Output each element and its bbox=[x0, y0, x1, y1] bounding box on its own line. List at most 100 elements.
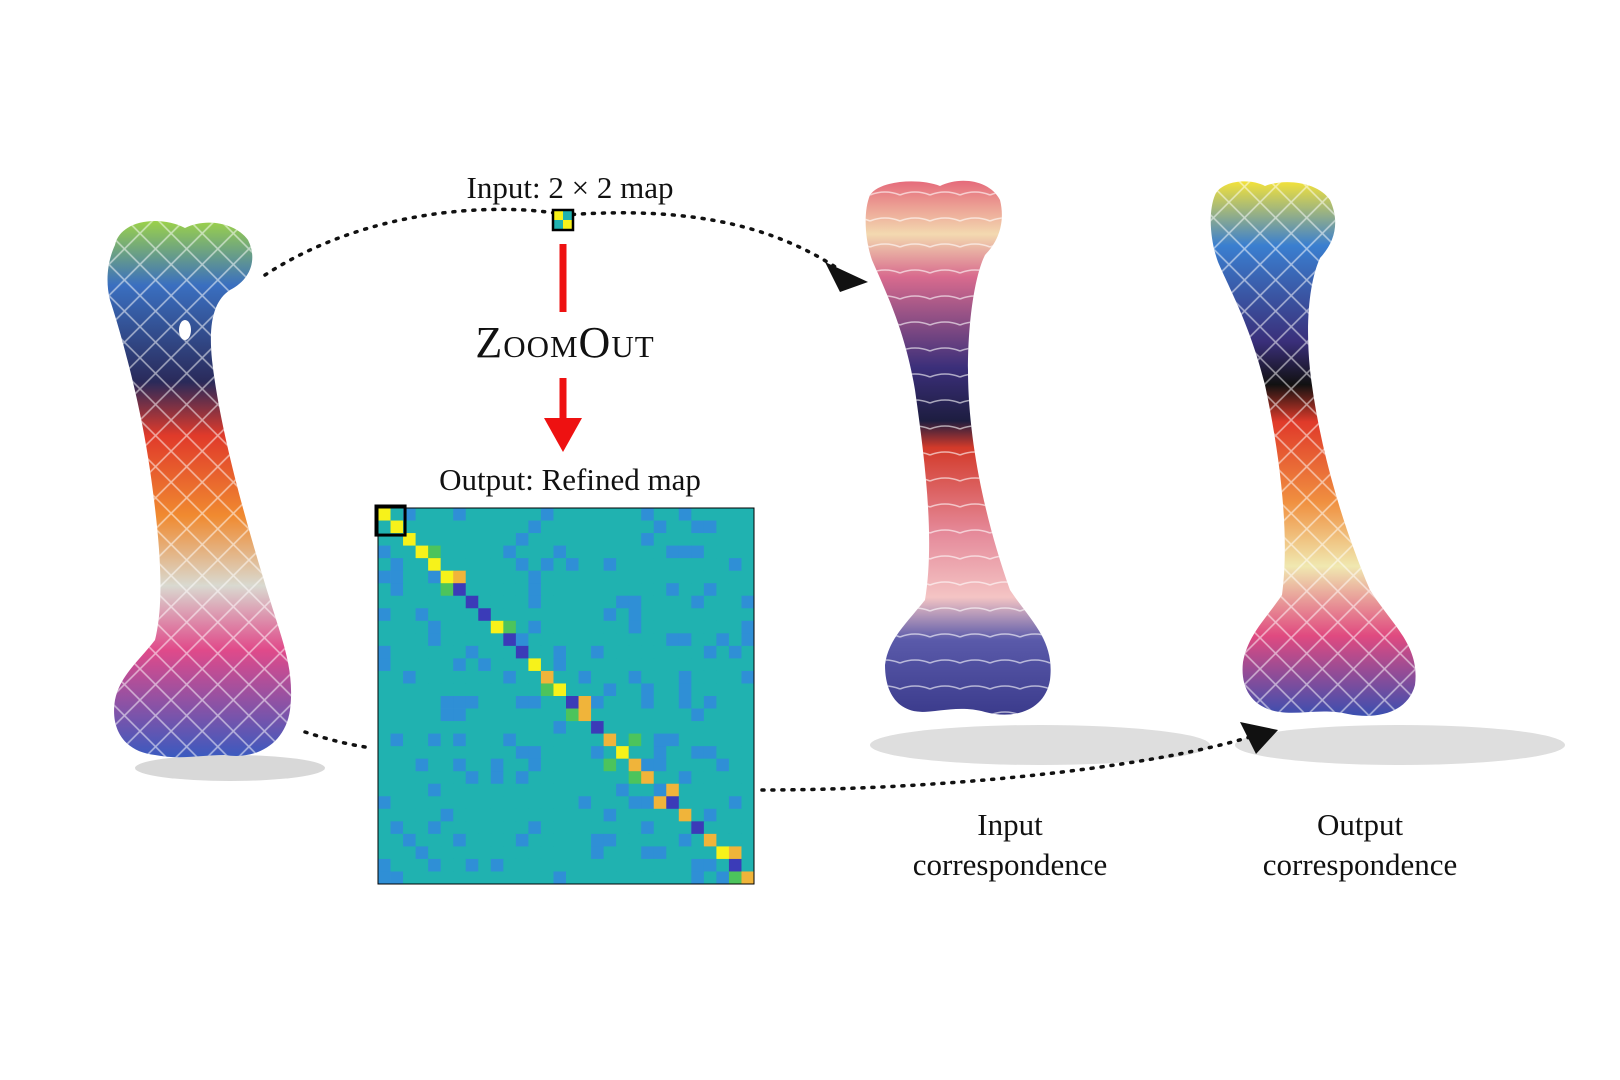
matrix-cell bbox=[540, 670, 554, 684]
matrix-cell bbox=[703, 583, 717, 597]
matrix-cell bbox=[453, 758, 467, 772]
matrix-cell bbox=[465, 645, 479, 659]
matrix-cell bbox=[453, 683, 467, 697]
matrix-cell bbox=[691, 620, 705, 634]
input-correspondence-bone bbox=[865, 180, 1051, 715]
matrix-cell bbox=[691, 645, 705, 659]
matrix-cell bbox=[553, 758, 567, 772]
matrix-cell bbox=[653, 771, 667, 785]
matrix-cell bbox=[528, 545, 542, 559]
matrix-cell bbox=[515, 696, 529, 709]
matrix-cell bbox=[616, 846, 630, 860]
matrix-cell bbox=[666, 746, 680, 760]
matrix-cell bbox=[628, 545, 642, 559]
matrix-cell bbox=[616, 608, 630, 622]
matrix-cell bbox=[741, 670, 755, 684]
matrix-cell bbox=[453, 570, 467, 584]
matrix-cell bbox=[678, 846, 692, 860]
matrix-cell bbox=[716, 783, 730, 797]
matrix-cell bbox=[641, 620, 655, 634]
matrix-cell bbox=[515, 508, 529, 521]
matrix-cell bbox=[603, 658, 617, 672]
matrix-cell bbox=[490, 846, 504, 860]
matrix-cell bbox=[616, 520, 630, 534]
matrix-cell bbox=[741, 696, 755, 709]
matrix-cell bbox=[428, 670, 442, 684]
matrix-cell bbox=[540, 520, 554, 534]
matrix-cell bbox=[553, 633, 567, 647]
matrix-cell bbox=[540, 558, 554, 572]
matrix-cell bbox=[641, 796, 655, 810]
matrix-cell bbox=[415, 683, 429, 697]
matrix-cell bbox=[591, 520, 604, 534]
matrix-cell bbox=[490, 833, 504, 847]
matrix-cell bbox=[728, 808, 742, 822]
matrix-cell bbox=[603, 696, 617, 709]
matrix-cell bbox=[728, 658, 742, 672]
matrix-cell bbox=[628, 570, 642, 584]
output-correspondence-line1: Output bbox=[1316, 807, 1404, 842]
matrix-cell bbox=[528, 683, 542, 697]
matrix-cell bbox=[728, 583, 742, 597]
matrix-cell bbox=[566, 783, 579, 797]
matrix-cell bbox=[728, 608, 742, 622]
matrix-cell bbox=[465, 696, 479, 709]
matrix-cell bbox=[478, 771, 492, 785]
matrix-cell bbox=[741, 821, 755, 835]
matrix-cell bbox=[641, 633, 655, 647]
matrix-cell bbox=[691, 833, 705, 847]
matrix-cell bbox=[628, 696, 642, 709]
matrix-cell bbox=[378, 808, 391, 822]
matrix-cell bbox=[453, 796, 467, 810]
matrix-cell bbox=[390, 796, 404, 810]
matrix-cell bbox=[591, 808, 604, 822]
matrix-cell bbox=[603, 533, 617, 546]
matrix-cell bbox=[403, 658, 416, 672]
matrix-cell bbox=[716, 545, 730, 559]
matrix-cell bbox=[415, 583, 429, 597]
matrix-cell bbox=[403, 620, 416, 634]
matrix-cell bbox=[628, 796, 642, 810]
matrix-cell bbox=[641, 595, 655, 609]
matrix-cell bbox=[465, 620, 479, 634]
matrix-cell bbox=[666, 683, 680, 697]
matrix-cell bbox=[691, 595, 705, 609]
matrix-cell bbox=[540, 545, 554, 559]
output-correspondence-bone bbox=[1210, 181, 1416, 716]
input-map-label: Input: 2 × 2 map bbox=[466, 170, 674, 205]
matrix-cell bbox=[678, 796, 692, 810]
matrix-cell bbox=[653, 808, 667, 822]
matrix-cell bbox=[578, 683, 592, 697]
matrix-cell bbox=[616, 721, 630, 734]
matrix-cell bbox=[591, 721, 604, 734]
matrix-cell bbox=[503, 520, 517, 534]
matrix-cell bbox=[678, 871, 692, 885]
matrix-cell bbox=[478, 783, 492, 797]
matrix-cell bbox=[403, 708, 416, 722]
matrix-cell bbox=[728, 595, 742, 609]
matrix-cell bbox=[566, 683, 579, 697]
matrix-cell bbox=[703, 545, 717, 559]
matrix-cell bbox=[641, 821, 655, 835]
matrix-cell bbox=[566, 595, 579, 609]
matrix-cell bbox=[566, 533, 579, 546]
matrix-cell bbox=[591, 871, 604, 885]
matrix-cell bbox=[578, 533, 592, 546]
matrix-cell bbox=[578, 608, 592, 622]
matrix-cell bbox=[578, 846, 592, 860]
matrix-cell bbox=[641, 758, 655, 772]
matrix-cell bbox=[703, 796, 717, 810]
matrix-cell bbox=[540, 696, 554, 709]
matrix-cell bbox=[528, 808, 542, 822]
refined-map-matrix bbox=[374, 504, 755, 885]
matrix-cell bbox=[478, 858, 492, 872]
matrix-cell bbox=[716, 570, 730, 584]
matrix-cell bbox=[453, 520, 467, 534]
matrix-highlight-block bbox=[374, 504, 407, 537]
matrix-cell bbox=[528, 696, 542, 709]
matrix-cell bbox=[403, 833, 416, 847]
matrix-cell bbox=[741, 595, 755, 609]
matrix-cell bbox=[490, 658, 504, 672]
matrix-cell bbox=[566, 746, 579, 760]
matrix-cell bbox=[528, 783, 542, 797]
